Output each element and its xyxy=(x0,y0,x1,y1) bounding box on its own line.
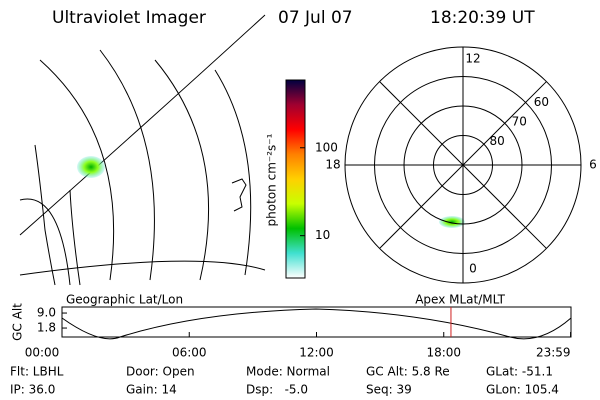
emission xyxy=(439,216,465,228)
orbit-panel: 9.01.8 00:00 06:00 12:00 18:00 23:59 xyxy=(25,306,572,360)
status-field: Door: Open xyxy=(126,365,195,379)
lat-ring xyxy=(403,105,523,225)
colorbar-tick-label: 10 xyxy=(315,228,330,242)
mlt-label: 6 xyxy=(589,158,597,172)
mlt-label: 12 xyxy=(465,52,480,66)
x-tick-label: 06:00 xyxy=(172,346,207,360)
x-tick-label: 18:00 xyxy=(426,346,461,360)
map xyxy=(19,14,266,286)
lat-label: 60 xyxy=(534,95,549,109)
status-field: GLat: -51.1 xyxy=(486,365,553,379)
polar-axis xyxy=(379,81,547,249)
x-tick-label: 00:00 xyxy=(25,346,60,360)
status-field: Flt: LBHL xyxy=(10,365,64,379)
footer: Flt: LBHL Door: Open Mode: Normal GC Alt: 5… xyxy=(10,365,559,397)
y-tick-label: 1.8 xyxy=(37,321,56,335)
lat-ring xyxy=(433,135,493,195)
colorbar: 10 100 xyxy=(285,79,338,279)
date: 07 Jul 07 xyxy=(278,8,353,28)
status-field: GC Alt: 5.8 Re xyxy=(366,365,450,379)
lat-label: 80 xyxy=(489,134,504,148)
orbit-ylabel: GC Alt xyxy=(11,303,25,341)
x-tick-label: 23:59 xyxy=(536,346,571,360)
time: 18:20:39 UT xyxy=(430,8,535,28)
emission xyxy=(77,156,105,178)
lat-label: 70 xyxy=(512,115,527,129)
right-label: Apex MLat/MLT xyxy=(415,293,505,307)
lat-ring xyxy=(374,76,552,254)
colorbar-label: photon cm⁻²s⁻¹ xyxy=(265,133,279,226)
y-tick-label: 9.0 xyxy=(37,306,56,320)
polar-plot: 60 70 80 0 6 12 18 xyxy=(325,46,597,284)
colorbar-tick-label: 100 xyxy=(315,140,338,154)
orbit-curve xyxy=(61,308,572,340)
x-tick-label: 12:00 xyxy=(299,346,334,360)
colorbar-fill xyxy=(285,79,306,279)
left-label: Geographic Lat/Lon xyxy=(66,293,183,307)
status-field: Mode: Normal xyxy=(246,365,330,379)
status-field: IP: 36.0 xyxy=(10,383,55,397)
mlt-label: 0 xyxy=(469,262,477,276)
status-field: GLon: 105.4 xyxy=(486,383,559,397)
status-field: Dsp: -5.0 xyxy=(246,383,308,397)
status-field: Seq: 39 xyxy=(366,383,412,397)
mlt-label: 18 xyxy=(325,158,340,172)
status-field: Gain: 14 xyxy=(126,383,177,397)
title: Ultraviolet Imager xyxy=(52,8,206,28)
